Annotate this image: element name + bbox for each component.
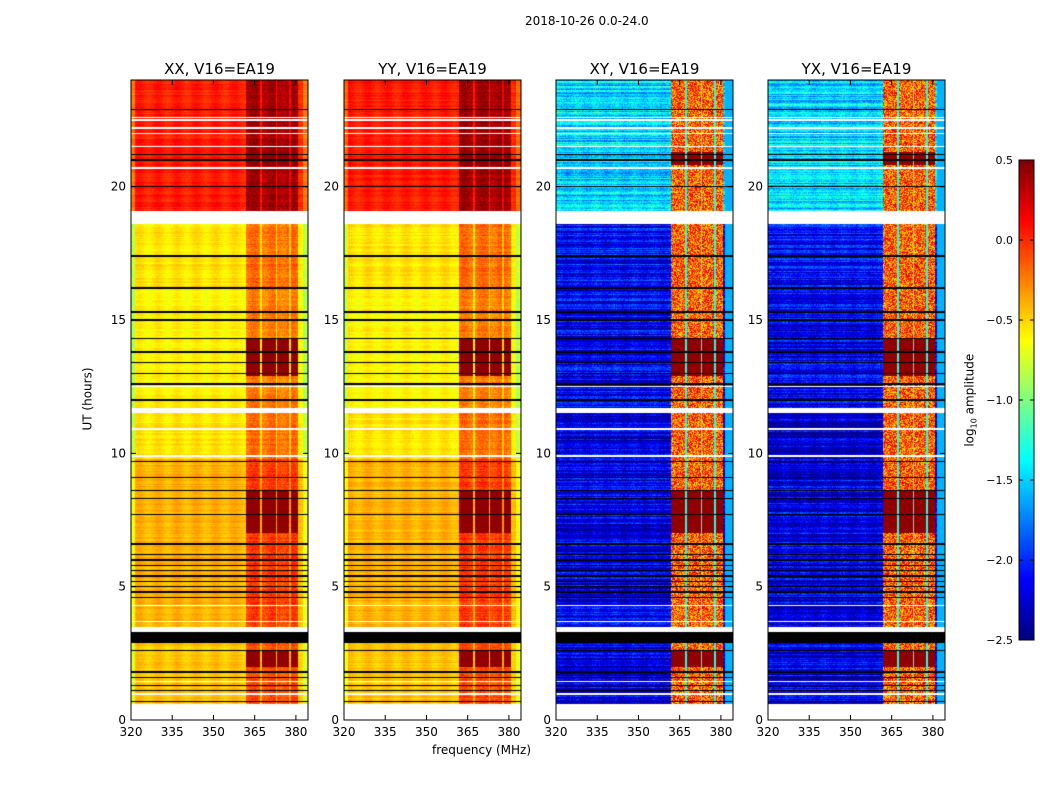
x-tick-label: 380: [921, 725, 944, 739]
y-tick-label: 15: [748, 313, 763, 327]
colorbar-tick-label: −2.0: [986, 554, 1013, 567]
y-tick-label: 10: [748, 446, 763, 460]
x-tick-label: 380: [497, 725, 520, 739]
y-tick-label: 15: [536, 313, 551, 327]
x-tick-label: 380: [709, 725, 732, 739]
x-tick-label: 320: [120, 725, 143, 739]
colorbar: [1019, 160, 1034, 640]
y-tick-label: 10: [536, 446, 551, 460]
x-tick-label: 320: [757, 725, 780, 739]
x-tick-label: 365: [880, 725, 903, 739]
x-tick-label: 350: [415, 725, 438, 739]
panel-title: XX, V16=EA19: [164, 60, 275, 78]
plot-frame: [343, 79, 522, 721]
y-tick-label: 10: [324, 446, 339, 460]
x-tick-label: 365: [668, 725, 691, 739]
colorbar-tick-label: −2.5: [986, 634, 1013, 647]
x-tick-label: 335: [798, 725, 821, 739]
colorbar-tick-label: −0.5: [986, 314, 1013, 327]
panel-title: YX, V16=EA19: [801, 60, 912, 78]
x-tick-label: 335: [586, 725, 609, 739]
y-tick-label: 20: [536, 180, 551, 194]
y-tick-label: 0: [331, 713, 339, 727]
colorbar-tick-label: −1.5: [986, 474, 1013, 487]
y-tick-label: 15: [324, 313, 339, 327]
plot-frame: [555, 79, 734, 721]
x-tick-label: 320: [333, 725, 356, 739]
y-tick-label: 20: [748, 180, 763, 194]
y-tick-label: 0: [755, 713, 763, 727]
plot-frame: [130, 79, 309, 721]
panel-title: XY, V16=EA19: [590, 60, 700, 78]
y-tick-label: 15: [111, 313, 126, 327]
x-tick-label: 365: [243, 725, 266, 739]
y-tick-label: 5: [331, 580, 339, 594]
colorbar-tick-label: −1.0: [986, 394, 1013, 407]
y-tick-label: 10: [111, 446, 126, 460]
x-tick-label: 320: [545, 725, 568, 739]
x-tick-label: 380: [284, 725, 307, 739]
y-tick-label: 20: [111, 180, 126, 194]
y-tick-label: 5: [755, 580, 763, 594]
y-tick-label: 5: [118, 580, 126, 594]
x-axis-label: frequency (MHz): [432, 743, 532, 757]
y-tick-label: 20: [324, 180, 339, 194]
figure-title: 2018-10-26 0.0-24.0: [525, 14, 649, 28]
panel-title: YY, V16=EA19: [377, 60, 487, 78]
colorbar-tick-label: 0.5: [996, 154, 1014, 167]
heatmap-xy: [556, 80, 733, 720]
heatmap-xx: [131, 80, 308, 720]
x-tick-label: 350: [627, 725, 650, 739]
y-tick-label: 0: [118, 713, 126, 727]
x-tick-label: 335: [374, 725, 397, 739]
colorbar-tick-label: 0.0: [996, 234, 1014, 247]
y-tick-label: 0: [543, 713, 551, 727]
x-tick-label: 335: [161, 725, 184, 739]
x-tick-label: 350: [202, 725, 225, 739]
plot-frame: [767, 79, 946, 721]
y-tick-label: 5: [543, 580, 551, 594]
heatmap-yx: [768, 80, 945, 720]
x-tick-label: 350: [839, 725, 862, 739]
x-tick-label: 365: [456, 725, 479, 739]
heatmap-yy: [344, 80, 521, 720]
